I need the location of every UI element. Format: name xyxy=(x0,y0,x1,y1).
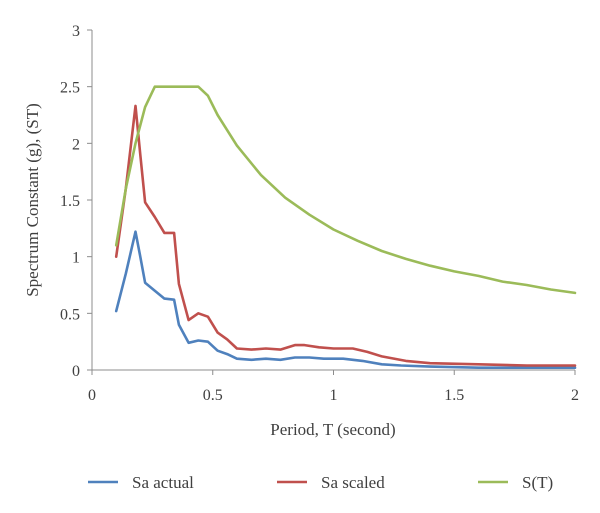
y-tick-label: 2 xyxy=(72,136,80,153)
series-line-sa-actual xyxy=(114,230,577,369)
y-tick-label: 2.5 xyxy=(60,80,80,97)
x-tick-label: 0 xyxy=(88,387,96,404)
y-tick-label: 0 xyxy=(72,363,80,380)
legend: Sa actual Sa scaled S(T) xyxy=(88,473,553,492)
x-axis-title: Period, T (second) xyxy=(270,420,395,439)
series-line-sa-scaled xyxy=(114,104,577,367)
legend-label-sa-actual: Sa actual xyxy=(132,473,194,492)
x-tick-label: 0.5 xyxy=(203,387,223,404)
series-line-s-t xyxy=(114,85,577,295)
y-tick-label: 0.5 xyxy=(60,306,80,323)
legend-label-sa-scaled: Sa scaled xyxy=(321,473,385,492)
legend-label-s-t: S(T) xyxy=(522,473,553,492)
x-tick-label: 2 xyxy=(571,387,579,404)
series-layer xyxy=(114,85,577,369)
x-tick-label: 1 xyxy=(330,387,338,404)
y-tick-label: 3 xyxy=(72,23,80,40)
y-tick-label: 1 xyxy=(72,250,80,267)
x-axis-ticks: 0 0.5 1 1.5 2 xyxy=(88,370,579,404)
y-axis-ticks: 0 0.5 1 1.5 2 2.5 3 xyxy=(60,23,92,380)
y-tick-label: 1.5 xyxy=(60,193,80,210)
x-tick-label: 1.5 xyxy=(444,387,464,404)
y-axis-title: Spectrum Constant (g), (ST) xyxy=(23,103,42,297)
